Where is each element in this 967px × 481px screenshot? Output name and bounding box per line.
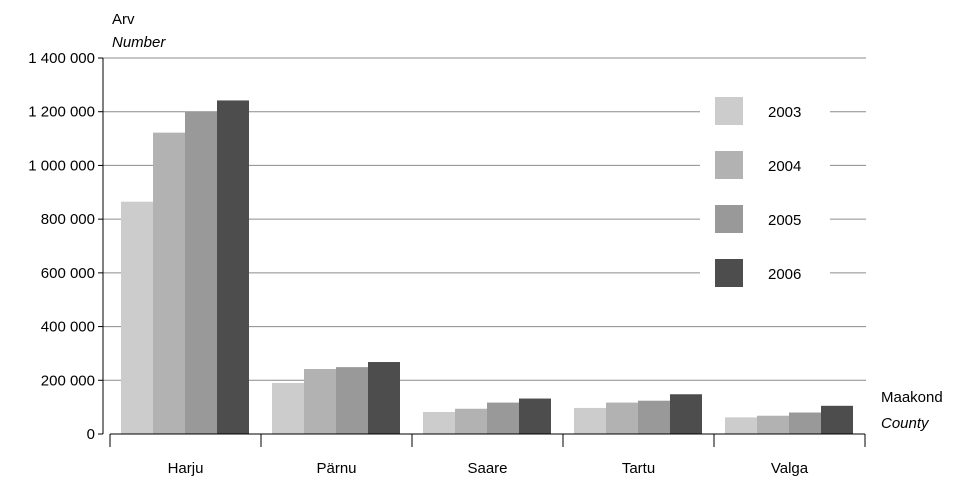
legend-label: 2004 (768, 158, 801, 175)
bar-2003-Valga (725, 417, 757, 434)
bar-2004-Tartu (606, 402, 638, 434)
x-tick-label: Valga (771, 460, 809, 477)
bar-2003-Harju (121, 201, 153, 434)
bar-2003-Saare (423, 411, 455, 434)
bar-2005-Saare (487, 402, 519, 434)
axes (98, 57, 866, 447)
legend-label: 2006 (768, 266, 801, 283)
bar-2004-Harju (153, 132, 185, 435)
bar-2005-Pärnu (336, 367, 368, 434)
x-tick-labels: Harju Pärnu Saare Tartu Valga (168, 460, 809, 477)
bars (121, 100, 853, 435)
legend-label: 2005 (768, 212, 801, 229)
bar-2005-Harju (185, 111, 217, 434)
y-tick-label: 400 000 (41, 319, 95, 336)
bar-2006-Saare (519, 398, 551, 434)
legend-swatch (715, 259, 743, 287)
bar-2005-Tartu (638, 400, 670, 434)
bar-2006-Harju (217, 100, 249, 434)
y-axis-label: Arv (112, 11, 135, 28)
x-tick-label: Harju (168, 460, 204, 477)
bar-2006-Valga (821, 405, 853, 434)
y-tick-labels: 0 200 000 400 000 600 000 800 000 1 000 000 1 … (28, 50, 95, 443)
bar-2003-Pärnu (272, 382, 304, 434)
bar-2004-Saare (455, 408, 487, 434)
legend-label: 2003 (768, 104, 801, 121)
x-tick-label: Saare (467, 460, 507, 477)
bar-2004-Valga (757, 415, 789, 434)
bar-2006-Tartu (670, 394, 702, 434)
y-tick-label: 1 000 000 (28, 157, 95, 174)
legend-swatch (715, 97, 743, 125)
bar-2006-Pärnu (368, 362, 400, 434)
y-tick-label: 0 (87, 426, 95, 443)
bar-2004-Pärnu (304, 369, 336, 434)
x-axis-label-english: County (881, 415, 930, 432)
bar-2005-Valga (789, 412, 821, 434)
y-tick-label: 200 000 (41, 372, 95, 389)
y-tick-label: 1 400 000 (28, 50, 95, 67)
bar-2003-Tartu (574, 407, 606, 434)
y-tick-label: 600 000 (41, 265, 95, 282)
x-tick-label: Tartu (622, 460, 655, 477)
y-tick-label: 1 200 000 (28, 104, 95, 121)
x-axis-label: Maakond (881, 389, 943, 406)
legend-swatch (715, 205, 743, 233)
legend-swatch (715, 151, 743, 179)
y-tick-label: 800 000 (41, 211, 95, 228)
legend: 2003 2004 2005 2006 (700, 86, 830, 300)
x-tick-label: Pärnu (316, 460, 356, 477)
y-axis-label-english: Number (112, 34, 166, 51)
